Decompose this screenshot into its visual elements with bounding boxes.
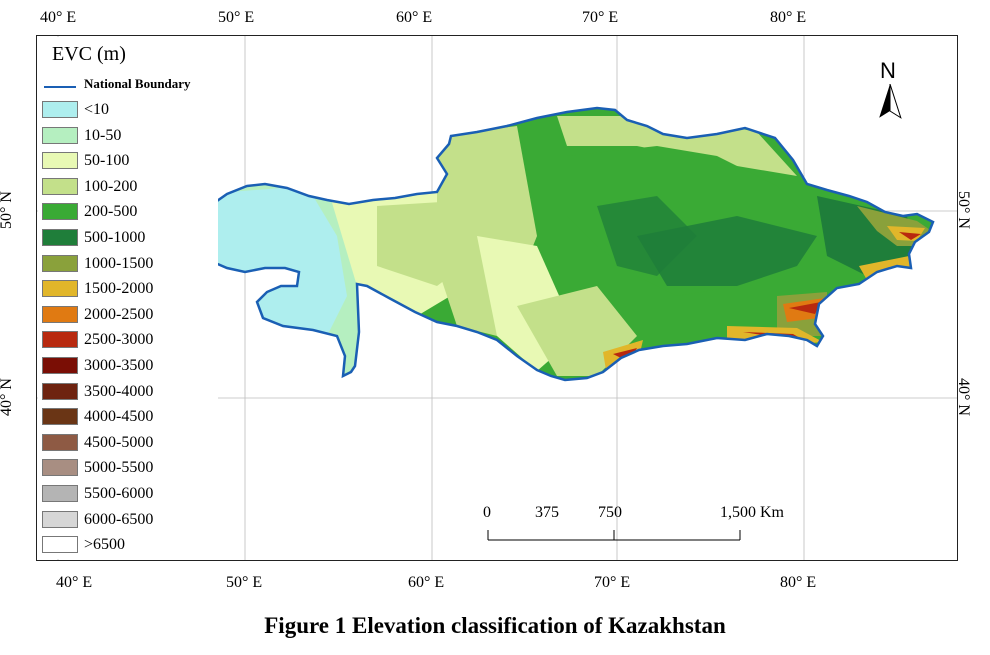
legend-swatch xyxy=(42,101,78,118)
lat-label-left-40: 40° N xyxy=(0,378,15,416)
legend-swatch xyxy=(42,382,78,400)
boundary-legend-label: National Boundary xyxy=(84,76,191,91)
lon-label-top-50: 50° E xyxy=(218,9,255,26)
legend-label: 4500-5000 xyxy=(84,433,154,451)
legend-swatch xyxy=(42,459,78,477)
legend-swatch xyxy=(42,305,78,323)
legend-label: 3000-3500 xyxy=(84,357,154,374)
legend-swatch xyxy=(42,254,78,272)
map-canvas xyxy=(37,36,957,560)
legend-swatch xyxy=(42,229,78,246)
legend-swatch xyxy=(42,536,78,554)
legend-label: >6500 xyxy=(84,536,126,554)
kazakhstan-elevation xyxy=(179,108,933,380)
map-frame xyxy=(36,35,958,561)
lat-label-left-50: 50° N xyxy=(0,191,15,229)
legend-label: 3500-4000 xyxy=(84,382,154,400)
legend-label: 100-200 xyxy=(84,177,138,195)
legend-swatch xyxy=(42,485,78,502)
lon-label-top-40: 40° E xyxy=(40,9,77,26)
figure-caption: Figure 1 Elevation classification of Kaz… xyxy=(264,613,726,638)
scale-label-0: 0 xyxy=(483,504,491,521)
lon-label-bottom-70: 70° E xyxy=(594,574,631,591)
legend-swatch xyxy=(42,177,78,195)
lon-label-top-70: 70° E xyxy=(582,9,619,26)
north-label: N xyxy=(880,58,896,83)
legend-label: 5000-5500 xyxy=(84,459,154,477)
lon-label-bottom-50: 50° E xyxy=(226,574,263,591)
legend-label: 2000-2500 xyxy=(84,305,154,323)
legend-title: EVC (m) xyxy=(52,43,126,65)
legend-swatch xyxy=(42,152,78,170)
scale-label-1500: 1,500 Km xyxy=(720,504,784,521)
legend-label: 500-1000 xyxy=(84,229,146,246)
north-arrow-icon xyxy=(879,84,902,119)
legend-swatch xyxy=(42,126,78,144)
legend-label: 10-50 xyxy=(84,126,122,144)
legend-label: 4000-4500 xyxy=(84,408,154,426)
legend-swatch xyxy=(42,433,78,451)
legend-swatch xyxy=(42,331,78,349)
scale-label-750: 750 xyxy=(598,504,622,521)
legend-swatch xyxy=(42,510,78,528)
lat-label-right-50: 50° N xyxy=(954,191,972,229)
boundary-legend-line xyxy=(44,86,76,88)
legend-swatch xyxy=(42,408,78,426)
legend-label: 1500-2000 xyxy=(84,280,154,298)
legend: EVC (m) National Boundary <10 10-50 50-100… xyxy=(38,37,218,559)
lon-label-bottom-60: 60° E xyxy=(408,574,445,591)
lon-label-bottom-40: 40° E xyxy=(56,574,93,591)
legend-label: 2500-3000 xyxy=(84,331,154,349)
legend-swatch xyxy=(42,203,78,221)
legend-swatch xyxy=(42,280,78,298)
scale-bar xyxy=(487,530,741,541)
legend-label: 200-500 xyxy=(84,203,138,221)
legend-label: 50-100 xyxy=(84,152,130,170)
lat-label-right-40: 40° N xyxy=(954,378,972,416)
legend-label: 6000-6500 xyxy=(84,510,154,528)
scale-label-375: 375 xyxy=(535,504,559,521)
legend-label: 1000-1500 xyxy=(84,254,154,272)
legend-label: 5500-6000 xyxy=(84,485,154,502)
legend-swatch xyxy=(42,357,78,374)
lon-label-top-80: 80° E xyxy=(770,9,807,26)
lon-label-top-60: 60° E xyxy=(396,9,433,26)
legend-label: <10 xyxy=(84,101,110,118)
lon-label-bottom-80: 80° E xyxy=(780,574,817,591)
